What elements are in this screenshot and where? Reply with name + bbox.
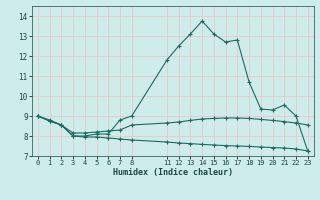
X-axis label: Humidex (Indice chaleur): Humidex (Indice chaleur) (113, 168, 233, 177)
